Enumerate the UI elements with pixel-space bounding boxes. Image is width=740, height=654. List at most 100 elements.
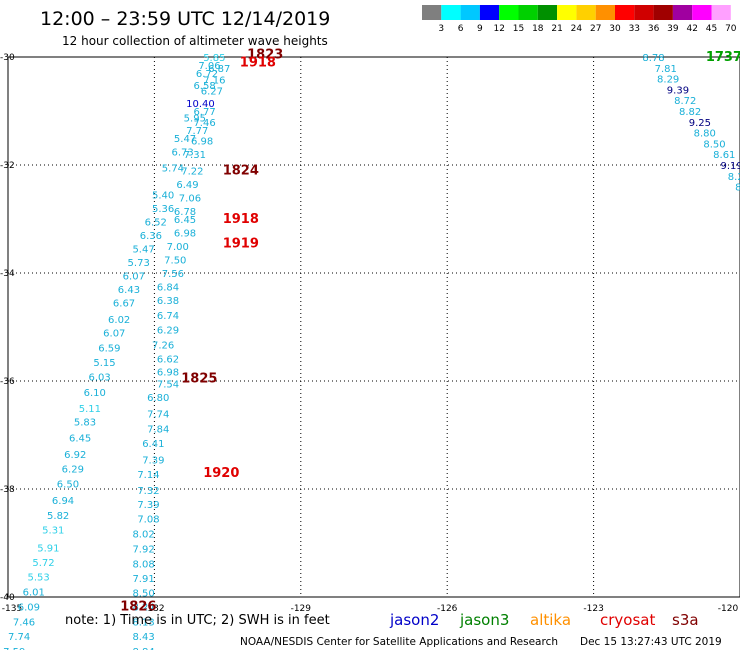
wave-height-value: 10.40 <box>186 99 215 110</box>
legend-label: 30 <box>609 24 621 34</box>
axis-ticks: -135 -132 -129 -126 -123 -120 -30 -32 -34 -36 -38 -… <box>0 53 738 614</box>
legend-label: 42 <box>686 24 697 34</box>
wave-height-value: 7.50 <box>164 256 186 267</box>
map-frame <box>7 56 740 598</box>
legend-swatch <box>499 5 519 20</box>
wave-height-value: 9.19 <box>720 161 740 172</box>
wave-height-value: 5.91 <box>37 543 59 554</box>
lon-tick-label: -120 <box>718 604 739 614</box>
wave-height-value: 5.95 <box>184 113 206 124</box>
wave-height-value: 8.29 <box>657 75 679 86</box>
time-label: 1824 <box>223 163 259 178</box>
legend-swatch <box>692 5 712 20</box>
wave-height-value: 5.15 <box>93 358 115 369</box>
wave-height-value: 8.50 <box>703 139 725 150</box>
wave-height-value: 6.80 <box>147 393 169 404</box>
wave-height-value: 5.36 <box>152 204 174 215</box>
time-label: 1823 <box>247 47 283 62</box>
wave-height-value: 6.36 <box>140 231 162 242</box>
wave-height-value: 6.09 <box>18 603 40 614</box>
wave-height-value: 8.13 <box>132 617 154 628</box>
wave-height-value: 5.73 <box>128 258 150 269</box>
wave-height-value: 6.62 <box>157 354 179 365</box>
note-text: note: 1) Time is in UTC; 2) SWH is in fe… <box>65 613 330 628</box>
wave-height-value: 6.92 <box>64 450 86 461</box>
wave-height-value: 7.39 <box>137 500 159 511</box>
wave-height-value: 6.29 <box>62 464 84 475</box>
wave-height-value: 8.80 <box>694 129 716 140</box>
legend-label: 45 <box>706 24 717 34</box>
legend-label: 6 <box>458 24 464 34</box>
time-label: 1826 <box>120 600 156 615</box>
wave-height-value: 8.78 <box>642 53 664 64</box>
legend-label: 3 <box>438 24 444 34</box>
wave-height-value: 6.59 <box>98 344 120 355</box>
satellite-name: jason3 <box>459 611 509 629</box>
wave-height-value: 8.82 <box>679 107 701 118</box>
wave-height-value: 6.98 <box>157 367 179 378</box>
wave-height-value: 6.67 <box>113 299 135 310</box>
wave-height-value: 7.81 <box>655 64 677 75</box>
wave-height-value: 6.07 <box>103 328 125 339</box>
wave-height-value: 6.03 <box>89 373 111 384</box>
time-label: 1737 <box>706 50 740 65</box>
legend-label: 18 <box>532 24 544 34</box>
satellite-name: jason2 <box>389 611 439 629</box>
track-1823-1826: 5.857.066.876.727.166.586.2710.406.775.9… <box>3 53 230 654</box>
legend-swatch <box>537 5 558 20</box>
wave-height-value: 8.24 <box>132 603 154 614</box>
legend-label: 9 <box>477 24 483 34</box>
wave-height-value: 6.78 <box>174 207 196 218</box>
time-label: 1918 <box>240 55 276 70</box>
wave-height-value: 8.72 <box>674 96 696 107</box>
wave-height-value: 5.47 <box>132 245 154 256</box>
wave-height-value: 5.40 <box>152 191 174 202</box>
legend-swatch <box>672 5 693 20</box>
wave-height-value: 7.22 <box>181 166 203 177</box>
wave-height-value: 8.02 <box>132 529 154 540</box>
lat-lon-grid <box>8 57 740 597</box>
wave-height-value: 9.25 <box>689 118 711 129</box>
wave-height-value: 6.41 <box>142 439 164 450</box>
lon-tick-label: -126 <box>437 604 458 614</box>
wave-height-value: 6.45 <box>69 434 91 445</box>
wave-height-value: 7.31 <box>184 150 206 161</box>
legend-swatch <box>441 5 461 20</box>
wave-height-value: 6.87 <box>208 64 230 75</box>
wave-height-value: 8.61 <box>713 150 735 161</box>
wave-height-value: 7.46 <box>193 118 215 129</box>
legend-label: 39 <box>667 24 679 34</box>
lat-tick-label: -38 <box>0 485 15 495</box>
wave-height-value: 5.85 <box>203 53 225 64</box>
wave-height-value: 8.50 <box>132 589 154 600</box>
wave-height-value: 7.54 <box>157 380 179 391</box>
legend-label: 24 <box>571 24 583 34</box>
wave-height-value: 6.10 <box>84 388 106 399</box>
lon-tick-label: -132 <box>144 604 164 614</box>
legend-swatch <box>576 5 596 20</box>
legend-swatch <box>460 5 480 20</box>
legend-label: 21 <box>551 24 562 34</box>
legend-swatch <box>615 5 635 20</box>
time-label: 1825 <box>181 371 217 386</box>
wave-height-value: 8.20 <box>728 172 740 183</box>
wave-height-value: 6.50 <box>57 480 79 491</box>
wave-height-value: 6.02 <box>108 315 130 326</box>
wave-height-value: 7.08 <box>137 515 159 526</box>
wave-height-value: 6.43 <box>118 285 140 296</box>
wave-height-value: 8.08 <box>132 560 154 571</box>
time-label: 1920 <box>203 466 239 481</box>
wave-height-value: 5.31 <box>42 526 64 537</box>
map-title: 12:00 – 23:59 UTC 12/14/2019 <box>40 8 330 30</box>
wave-height-value: 5.83 <box>74 418 96 429</box>
wave-height-value: 6.49 <box>176 180 198 191</box>
footer-timestamp: Dec 15 13:27:43 UTC 2019 <box>580 636 722 648</box>
wave-height-value: 5.47 <box>174 134 196 145</box>
wave-height-value: 6.58 <box>193 81 215 92</box>
wave-height-value: 6.27 <box>201 86 223 97</box>
wave-height-value: 6.77 <box>193 107 215 118</box>
map-subtitle: 12 hour collection of altimeter wave hei… <box>62 34 328 48</box>
wave-height-value: 6.38 <box>157 296 179 307</box>
